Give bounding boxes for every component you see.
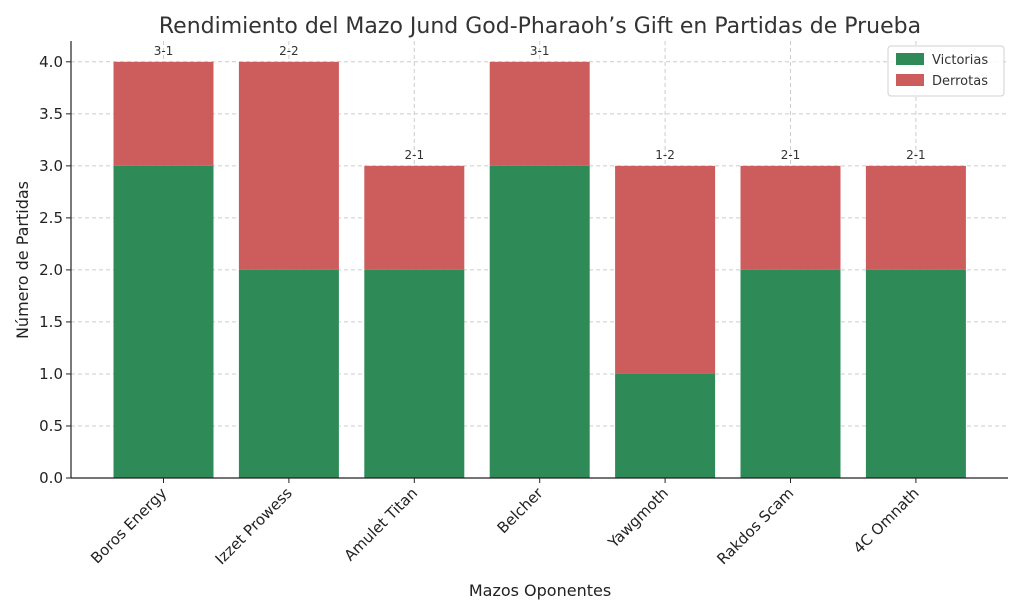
x-tick-label: Belcher	[494, 484, 548, 538]
bar-victorias	[489, 165, 590, 478]
bar-derrotas	[489, 61, 590, 166]
bar-value-label: 2-1	[781, 148, 801, 162]
y-tick-label: 0.5	[39, 417, 63, 435]
bar-value-label: 2-2	[279, 44, 299, 58]
bar-derrotas	[113, 61, 214, 166]
bar-victorias	[113, 165, 214, 478]
y-tick-label: 1.5	[39, 313, 63, 331]
y-tick-label: 4.0	[39, 53, 63, 71]
bar-derrotas	[364, 165, 465, 270]
bar-victorias	[865, 269, 966, 478]
bar-value-label: 3-1	[530, 44, 550, 58]
x-tick-label: Amulet Titan	[341, 484, 422, 565]
bar-victorias	[615, 373, 716, 478]
bar-derrotas	[740, 165, 841, 270]
y-tick-label: 1.0	[39, 365, 63, 383]
bar-value-label: 1-2	[655, 148, 675, 162]
bar-labels: 3-1 2-2 2-1 3-1 1-2 2-1 2-1	[154, 44, 926, 162]
bar-derrotas	[865, 165, 966, 270]
x-tick-label: Rakdos Scam	[713, 484, 797, 568]
bar-value-label: 2-1	[906, 148, 926, 162]
y-ticks: 0.0 0.5 1.0 1.5 2.0 2.5 3.0 3.5 4.0	[39, 53, 71, 487]
x-tick-label: Yawgmoth	[604, 484, 672, 552]
x-axis-label: Mazos Oponentes	[469, 581, 611, 600]
y-tick-label: 0.0	[39, 469, 63, 487]
chart-title: Rendimiento del Mazo Jund God-Pharaoh’s …	[159, 14, 921, 39]
y-tick-label: 3.0	[39, 157, 63, 175]
legend-label: Victorias	[932, 53, 988, 68]
bar-derrotas	[615, 165, 716, 374]
bar-victorias	[740, 269, 841, 478]
bar-victorias	[238, 269, 339, 478]
x-tick-label: Izzet Prowess	[212, 484, 296, 568]
legend: Victorias Derrotas	[887, 45, 1005, 97]
bar-victorias	[364, 269, 465, 478]
y-tick-label: 2.5	[39, 209, 63, 227]
legend-label: Derrotas	[932, 74, 988, 89]
y-tick-label: 3.5	[39, 105, 63, 123]
y-tick-label: 2.0	[39, 261, 63, 279]
x-tick-label: Boros Energy	[87, 484, 170, 567]
bar-value-label: 3-1	[154, 44, 174, 58]
legend-swatch-victorias	[896, 53, 924, 65]
bars	[113, 61, 966, 478]
bar-derrotas	[238, 61, 339, 270]
x-ticks: Boros Energy Izzet Prowess Amulet Titan Bel…	[87, 478, 923, 568]
bar-value-label: 2-1	[404, 148, 424, 162]
y-axis-label: Número de Partidas	[13, 181, 32, 339]
legend-swatch-derrotas	[896, 74, 924, 86]
x-tick-label: 4C Omnath	[850, 484, 923, 557]
